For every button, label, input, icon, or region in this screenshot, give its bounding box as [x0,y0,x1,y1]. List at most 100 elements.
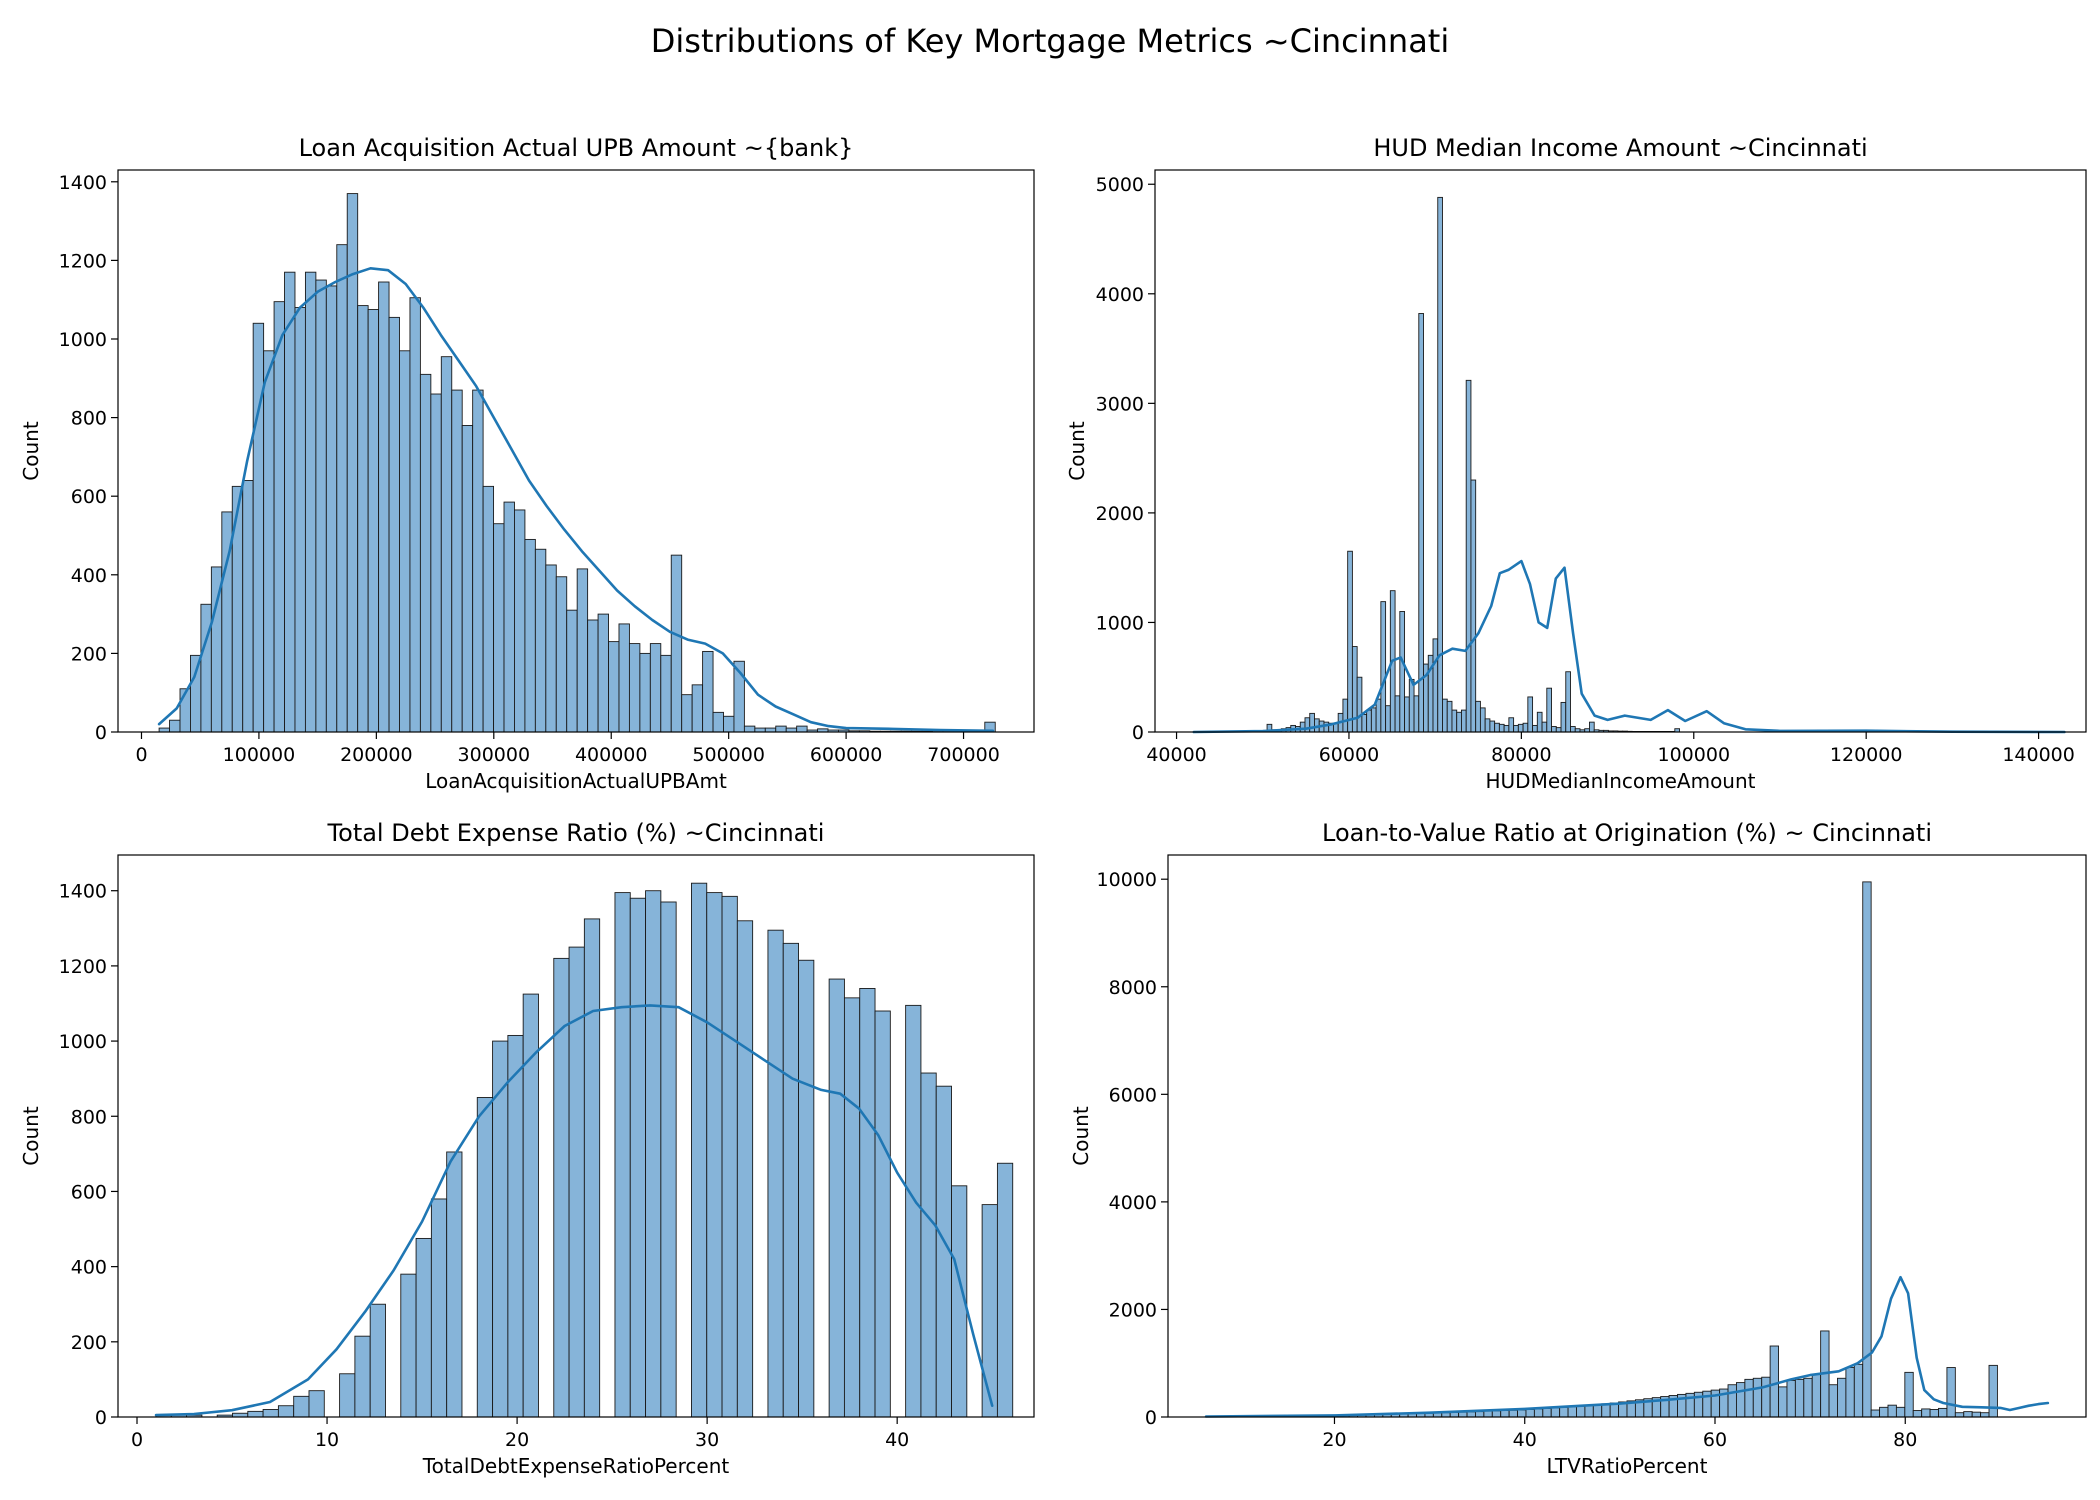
histogram-bar [430,393,442,733]
histogram-bar [1399,611,1406,733]
histogram-bar [534,548,547,733]
histogram-bar [293,1395,310,1418]
histogram-bar [566,609,578,733]
y-tick-label: 600 [71,1181,107,1203]
histogram-bar [706,892,723,1418]
histogram-bar [1533,1408,1544,1418]
histogram-bar [553,957,570,1418]
histogram-bar [1895,1406,1906,1418]
histogram-bar [1887,1404,1897,1418]
kde-line [1204,1275,2050,1418]
y-tick-label: 8000 [1109,977,1157,999]
histogram-bar [1546,687,1552,733]
histogram-bar [1786,1379,1796,1418]
y-tick-label: 4000 [1096,284,1144,306]
histogram-bar [1862,881,1872,1418]
histogram-bar [1342,698,1349,733]
histogram-bar [645,890,662,1418]
y-axis-label: Count [19,1106,43,1166]
histogram-bar [378,281,390,733]
histogram-bar [736,920,754,1418]
histogram-bar [367,309,380,733]
histogram-bar [1446,700,1453,733]
y-tick-label: 600 [71,486,107,508]
histogram-bar [1394,695,1401,733]
chart-title: Total Debt Expense Ratio (%) ~Cincinnati [327,819,825,847]
histogram-bar [1432,638,1439,733]
y-axis: 0 200 400 600 800 1000 1200 1400 [59,881,118,1429]
y-tick-label: 0 [1145,1407,1157,1429]
x-tick-label: 20 [505,1429,529,1451]
histogram-bar [1508,1409,1519,1418]
histogram-bar [1954,1412,1965,1418]
histogram-bar [1946,1367,1956,1418]
histogram-bar [782,942,799,1418]
histogram-bar [1921,1408,1931,1418]
x-tick-label: 60000 [1319,744,1379,766]
y-tick-label: 4000 [1109,1192,1157,1214]
histogram-bar [1570,726,1576,733]
histogram-bar [545,564,557,733]
x-tick-label: 20 [1322,1429,1346,1451]
histogram-bar [1442,698,1448,733]
histogram-bar [507,1034,524,1418]
x-tick-label: 200000 [340,744,413,766]
histogram-bar [284,271,296,733]
histogram-bar [1513,724,1519,733]
x-tick-label: 0 [135,744,147,766]
y-tick-label: 1400 [59,172,107,194]
y-tick-label: 0 [95,722,107,744]
x-axis: 0 100000 200000 300000 400000 500000 600000 700… [135,732,1000,766]
histogram-bar [660,901,677,1418]
y-tick-label: 10000 [1097,869,1157,891]
histogram-bar [503,501,515,733]
x-tick-label: 600000 [810,744,883,766]
histogram-bar [555,576,568,733]
chart-hud-income: HUD Median Income Amount ~Cincinnati 4000… [1065,134,2087,793]
histogram-bar [357,305,369,733]
histogram-bar [1491,1410,1502,1418]
x-tick-label: 120000 [1830,744,1903,766]
histogram-bar [1904,1371,1914,1418]
x-tick-label: 10 [315,1429,339,1451]
histogram-bar [415,1237,432,1418]
histogram-bar [1803,1377,1813,1418]
histogram-bar [1380,601,1387,733]
plot-frame [117,854,1035,1418]
histogram-bar [691,684,704,733]
x-tick-label: 80 [1893,1429,1917,1451]
histogram-bar [1475,700,1481,733]
histogram-bar [1532,724,1538,733]
y-tick-label: 800 [71,1106,107,1128]
x-axis-label: LTVRatioPercent [1547,1454,1708,1478]
y-tick-label: 0 [95,1407,107,1429]
histogram-bar [1517,723,1524,733]
histogram-bar [1508,717,1515,733]
x-tick-label: 40000 [1146,744,1206,766]
histogram-bar [419,373,432,733]
plot-frame [1167,854,2087,1418]
bars [1266,196,1680,733]
histogram-bar [1980,1412,1990,1418]
histogram-bar [1408,678,1415,733]
histogram-bar [1735,1382,1746,1418]
histogram-bar [614,892,631,1418]
histogram-bar [1542,1407,1552,1418]
histogram-bar [1541,721,1548,733]
histogram-bar [859,988,876,1418]
y-tick-label: 400 [71,1257,107,1279]
histogram-bar [1769,1345,1779,1418]
histogram-bar [252,322,265,733]
bars [158,193,996,733]
x-axis-label: TotalDebtExpenseRatioPercent [422,1454,730,1478]
x-tick-label: 500000 [692,744,765,766]
histogram-bar [1494,722,1500,733]
histogram-bar [1576,1405,1586,1418]
x-axis: 20 40 60 80 [1322,1417,1917,1451]
histogram-bar [1525,1409,1535,1418]
histogram-bar [1870,1409,1881,1418]
x-tick-label: 300000 [458,744,531,766]
histogram-bar [524,538,536,733]
x-axis: 0 10 20 30 40 [131,1417,909,1451]
histogram-bar [263,350,275,733]
